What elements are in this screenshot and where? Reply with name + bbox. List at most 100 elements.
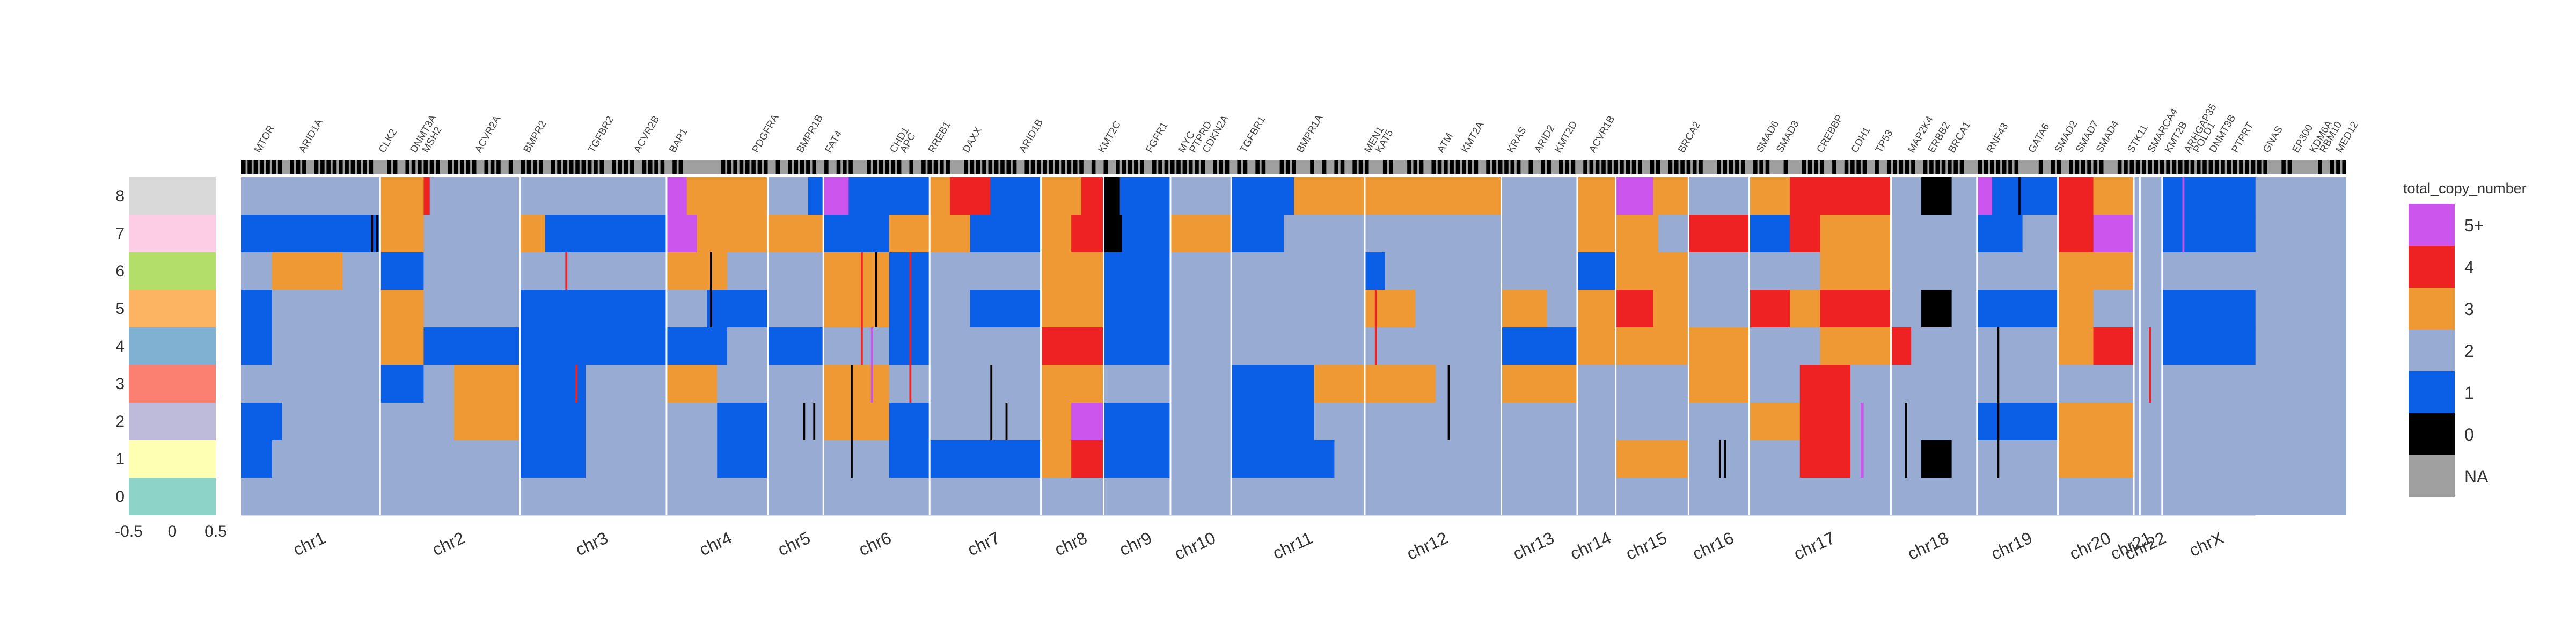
heatmap-cell — [1653, 177, 1689, 215]
gene-label: CLK2 — [377, 127, 399, 155]
gene-bar-tick — [1030, 160, 1035, 174]
heatmap-cell — [666, 327, 728, 365]
heatmap-cell — [823, 177, 849, 215]
heatmap-cell — [930, 440, 1042, 478]
gene-bar-tick — [2263, 160, 2267, 174]
gene-bar-tick — [1407, 160, 1411, 174]
heatmap-cell — [1385, 252, 1502, 290]
heatmap-accent-cell — [1860, 440, 1864, 478]
heatmap-cell — [1231, 327, 1365, 365]
row-label-3: 3 — [115, 375, 125, 393]
gene-bar-tick — [1680, 160, 1685, 174]
heatmap-cell — [2058, 327, 2094, 365]
heatmap-cell — [519, 402, 586, 441]
gene-label: ARID1A — [297, 117, 325, 155]
gene-bar-tick — [1559, 160, 1563, 174]
gene-bar-tick — [1043, 160, 1047, 174]
heatmap-cell — [1103, 402, 1171, 441]
gene-bar-tick — [721, 160, 726, 174]
gene-bar-tick — [569, 160, 574, 174]
gene-bar-tick — [1444, 160, 1448, 174]
heatmap-cell — [519, 252, 667, 290]
heatmap-cell — [380, 327, 424, 365]
gene-bar-tick — [660, 160, 665, 174]
heatmap-accent-cell — [710, 290, 712, 327]
gene-bar-tick — [1783, 160, 1788, 174]
gene-bar-tick — [879, 160, 883, 174]
gene-bar-tick — [1765, 160, 1770, 174]
heatmap-cell — [767, 177, 809, 215]
gene-bar-tick — [1631, 160, 1636, 174]
heatmap-cell — [453, 365, 520, 403]
gene-bar-tick — [1073, 160, 1078, 174]
heatmap-cell — [282, 402, 380, 441]
legend-swatch — [2409, 455, 2455, 497]
heatmap-cell — [1789, 215, 1820, 253]
gene-bar-tick — [733, 160, 737, 174]
category-cell-4 — [129, 327, 216, 365]
heatmap-cell — [241, 478, 2256, 516]
gene-bar-tick — [2124, 160, 2128, 174]
gene-bar-tick — [1237, 160, 1241, 174]
heatmap-accent-cell — [1997, 365, 2000, 402]
gene-bar-tick — [1468, 160, 1472, 174]
gene-bar-tick — [2087, 160, 2091, 174]
chromosome-label: chr7 — [964, 528, 1003, 560]
chromosome-label: chr11 — [1270, 528, 1316, 563]
gene-bar-tick — [946, 160, 950, 174]
heatmap-cell — [423, 290, 520, 328]
heatmap-cell — [1170, 440, 1232, 478]
heatmap-cell — [423, 327, 520, 365]
heatmap-cell — [1501, 402, 1578, 441]
gene-bar-tick — [1516, 160, 1521, 174]
legend-swatch — [2409, 371, 2455, 413]
heatmap-accent-cell — [990, 402, 993, 440]
heatmap-cell — [1850, 365, 1891, 403]
gene-bar-tick — [1067, 160, 1072, 174]
gene-bar-tick — [436, 160, 440, 174]
gene-bar-tick — [2008, 160, 2012, 174]
heatmap-cell — [1501, 327, 1578, 365]
heatmap-cell — [519, 327, 667, 365]
heatmap-accent-cell — [909, 365, 912, 402]
chromosome-label: chr3 — [573, 528, 611, 560]
heatmap-cell — [1041, 252, 1104, 290]
gene-bar-tick — [551, 160, 555, 174]
category-cell-7 — [129, 215, 216, 252]
heatmap-cell — [1789, 290, 1820, 328]
heatmap-cell — [423, 440, 520, 478]
heatmap-accent-cell — [2182, 177, 2185, 215]
gene-bar-tick — [1164, 160, 1169, 174]
gene-bar-tick — [1595, 160, 1600, 174]
gene-bar-tick — [253, 160, 258, 174]
heatmap-cell — [380, 402, 424, 441]
gene-bar-tick — [1735, 160, 1739, 174]
gene-bar-tick — [788, 160, 792, 174]
gene-bar-tick — [429, 160, 434, 174]
heatmap-cell — [717, 440, 768, 478]
gene-bar-tick — [806, 160, 810, 174]
heatmap-cell — [1951, 440, 1978, 478]
heatmap-cell — [1577, 440, 1616, 478]
heatmap-cell — [2162, 177, 2256, 215]
gene-bar-tick — [1650, 160, 1655, 174]
legend-label: NA — [2464, 467, 2489, 486]
heatmap-cell — [429, 177, 520, 215]
gene-bar-tick — [1626, 160, 1630, 174]
gene-bar-tick — [326, 160, 331, 174]
heatmap-accent-cell — [1997, 402, 2000, 440]
gene-bar-tick — [1255, 160, 1260, 174]
heatmap-cell — [1977, 177, 1993, 215]
gene-bar-tick — [2245, 160, 2249, 174]
gene-bar-tick — [1061, 160, 1065, 174]
gene-bar-tick — [393, 160, 398, 174]
gene-bar-tick — [1413, 160, 1418, 174]
heatmap-cell — [1615, 365, 1689, 403]
heatmap-cell — [1284, 215, 1365, 253]
gene-bar-tick — [1182, 160, 1187, 174]
gene-bar-tick — [1049, 160, 1053, 174]
heatmap-cell — [2134, 365, 2163, 403]
category-x-axis: -0.5 0 0.5 — [115, 523, 227, 540]
heatmap-cell — [1977, 290, 2059, 328]
heatmap-cell — [686, 177, 768, 215]
